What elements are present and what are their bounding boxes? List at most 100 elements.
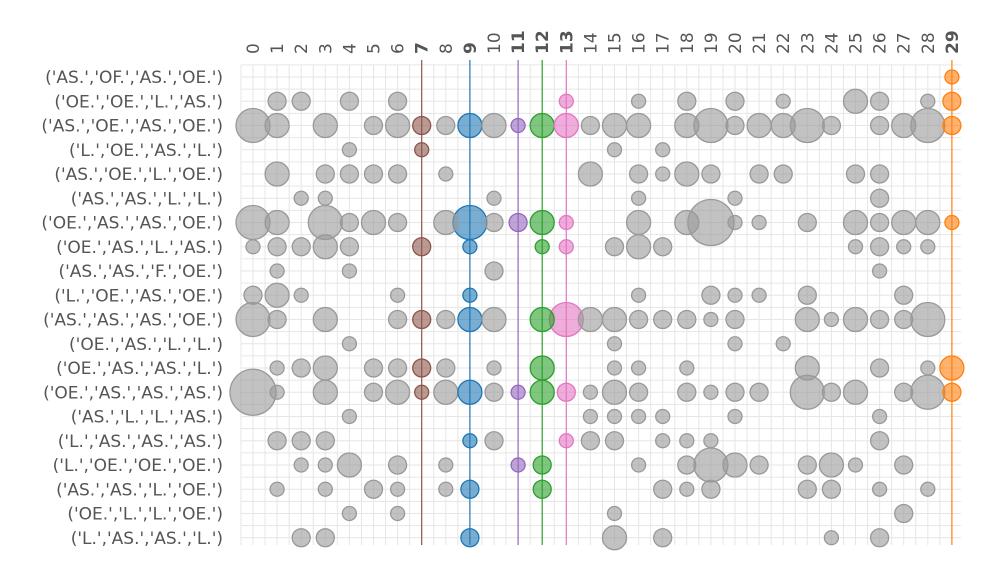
data-point[interactable] [510, 384, 526, 400]
data-point[interactable] [460, 528, 480, 548]
data-point[interactable] [510, 457, 526, 473]
data-point[interactable] [317, 481, 333, 497]
data-point[interactable] [869, 528, 890, 548]
data-point[interactable] [942, 91, 962, 111]
data-point[interactable] [438, 457, 454, 473]
data-point[interactable] [438, 481, 454, 497]
data-point[interactable] [653, 479, 673, 499]
data-point[interactable] [339, 237, 360, 257]
data-point[interactable] [317, 190, 333, 206]
data-point[interactable] [701, 479, 721, 499]
data-point[interactable] [269, 360, 285, 376]
data-point[interactable] [438, 166, 454, 182]
data-point[interactable] [558, 433, 574, 449]
data-point[interactable] [264, 112, 290, 139]
data-point[interactable] [842, 379, 869, 405]
data-point[interactable] [894, 309, 914, 330]
data-point[interactable] [869, 309, 890, 330]
data-point[interactable] [896, 239, 912, 255]
data-point[interactable] [894, 455, 914, 475]
data-point[interactable] [727, 408, 743, 425]
data-point[interactable] [269, 481, 285, 497]
data-point[interactable] [384, 112, 411, 139]
data-point[interactable] [869, 91, 890, 111]
data-point[interactable] [628, 164, 649, 184]
data-point[interactable] [293, 190, 309, 206]
data-point[interactable] [606, 408, 623, 425]
data-point[interactable] [558, 239, 574, 255]
data-point[interactable] [339, 91, 360, 111]
data-point[interactable] [869, 358, 890, 378]
data-point[interactable] [630, 93, 647, 109]
data-point[interactable] [749, 164, 769, 184]
data-point[interactable] [894, 503, 914, 524]
data-point[interactable] [339, 212, 360, 233]
data-point[interactable] [628, 309, 649, 330]
data-point[interactable] [703, 311, 719, 328]
data-point[interactable] [267, 91, 287, 111]
data-point[interactable] [460, 479, 480, 499]
data-point[interactable] [291, 358, 311, 378]
data-point[interactable] [601, 306, 628, 333]
data-point[interactable] [894, 285, 914, 305]
data-point[interactable] [532, 455, 552, 475]
data-point[interactable] [229, 368, 277, 416]
data-point[interactable] [939, 355, 965, 381]
data-point[interactable] [775, 336, 791, 352]
data-point[interactable] [869, 115, 890, 136]
data-point[interactable] [655, 433, 671, 449]
data-point[interactable] [245, 239, 261, 255]
data-point[interactable] [845, 164, 866, 184]
data-point[interactable] [655, 142, 671, 158]
data-point[interactable] [363, 382, 384, 402]
data-point[interactable] [725, 115, 745, 136]
data-point[interactable] [387, 91, 408, 111]
data-point[interactable] [457, 306, 483, 333]
data-point[interactable] [235, 301, 271, 338]
data-point[interactable] [625, 209, 652, 236]
data-point[interactable] [920, 481, 936, 497]
data-point[interactable] [677, 455, 697, 475]
data-point[interactable] [891, 209, 917, 236]
data-point[interactable] [336, 452, 363, 478]
data-point[interactable] [944, 214, 960, 231]
data-point[interactable] [847, 239, 864, 255]
data-point[interactable] [462, 239, 478, 255]
data-point[interactable] [341, 263, 358, 279]
data-point[interactable] [601, 112, 628, 139]
data-point[interactable] [580, 431, 601, 451]
data-point[interactable] [484, 382, 504, 402]
data-point[interactable] [751, 214, 767, 231]
data-point[interactable] [389, 287, 406, 303]
data-point[interactable] [484, 212, 504, 233]
data-point[interactable] [267, 309, 287, 330]
data-point[interactable] [944, 69, 960, 85]
data-point[interactable] [532, 479, 552, 499]
data-point[interactable] [389, 505, 406, 522]
data-point[interactable] [577, 306, 604, 333]
data-point[interactable] [920, 93, 936, 109]
data-point[interactable] [910, 301, 946, 338]
data-point[interactable] [315, 528, 335, 548]
data-point[interactable] [725, 91, 745, 111]
data-point[interactable] [433, 379, 459, 405]
data-point[interactable] [674, 112, 700, 139]
data-point[interactable] [920, 239, 936, 255]
data-point[interactable] [823, 530, 840, 546]
data-point[interactable] [797, 479, 817, 499]
data-point[interactable] [529, 355, 555, 381]
data-point[interactable] [577, 161, 604, 187]
data-point[interactable] [457, 379, 483, 405]
data-point[interactable] [823, 311, 840, 328]
data-point[interactable] [484, 431, 504, 451]
data-point[interactable] [797, 455, 817, 475]
data-point[interactable] [679, 433, 695, 449]
data-point[interactable] [869, 188, 890, 208]
data-point[interactable] [842, 88, 869, 114]
data-point[interactable] [601, 379, 628, 405]
data-point[interactable] [387, 358, 408, 378]
data-point[interactable] [821, 382, 842, 402]
data-point[interactable] [412, 309, 432, 330]
data-point[interactable] [556, 382, 576, 402]
data-point[interactable] [315, 431, 335, 451]
